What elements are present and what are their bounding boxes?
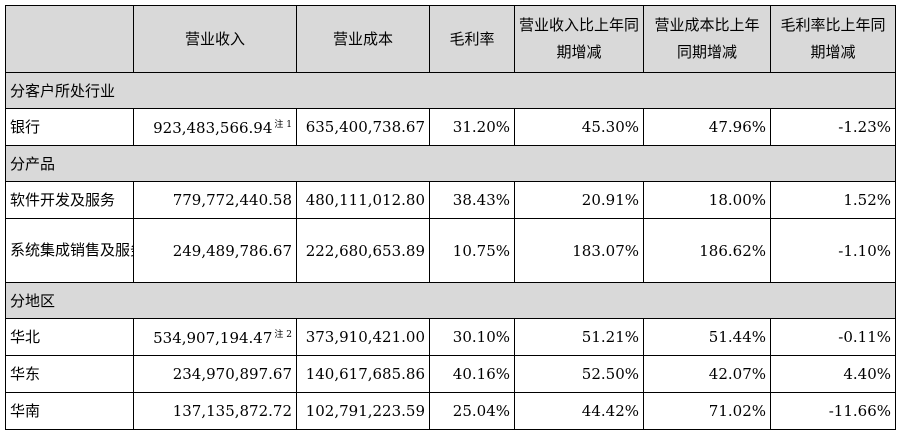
- table-row: 华东 234,970,897.67 140,617,685.86 40.16% …: [5, 355, 896, 393]
- section-title: 分产品: [5, 145, 896, 182]
- table-row: 华北 534,907,194.47 注 2 373,910,421.00 30.1…: [5, 318, 896, 356]
- revenue-cell: 779,772,440.58: [133, 181, 297, 219]
- cost-change-cell: 186.62%: [643, 218, 771, 283]
- margin-cell: 31.20%: [429, 108, 515, 146]
- cost-cell: 140,617,685.86: [296, 355, 430, 393]
- revenue-cell: 923,483,566.94 注 1: [133, 108, 297, 146]
- revenue-change-cell: 52.50%: [514, 355, 644, 393]
- revenue-change-cell: 20.91%: [514, 181, 644, 219]
- section-row-industry: 分客户所处行业: [5, 72, 896, 109]
- header-margin-change: 毛利率比上年同期增减: [770, 5, 896, 73]
- footnote-marker: 注 1: [274, 120, 292, 130]
- revenue-change-cell: 51.21%: [514, 318, 644, 356]
- header-cost-change: 营业成本比上年同期增减: [643, 5, 771, 73]
- cost-change-cell: 47.96%: [643, 108, 771, 146]
- cost-cell: 222,680,653.89: [296, 218, 430, 283]
- header-row: 营业收入 营业成本 毛利率 营业收入比上年同期增减 营业成本比上年同期增减 毛利…: [5, 5, 896, 73]
- margin-change-cell: -11.66%: [770, 392, 896, 430]
- row-label: 系统集成销售及服务: [5, 218, 134, 283]
- section-title: 分地区: [5, 282, 896, 319]
- table-row: 系统集成销售及服务 249,489,786.67 222,680,653.89 …: [5, 218, 896, 283]
- margin-cell: 25.04%: [429, 392, 515, 430]
- table-row: 银行 923,483,566.94 注 1 635,400,738.67 31.2…: [5, 108, 896, 146]
- margin-change-cell: 1.52%: [770, 181, 896, 219]
- cost-cell: 480,111,012.80: [296, 181, 430, 219]
- margin-change-cell: 4.40%: [770, 355, 896, 393]
- revenue-value: 923,483,566.94: [153, 119, 273, 137]
- table-row: 软件开发及服务 779,772,440.58 480,111,012.80 38…: [5, 181, 896, 219]
- footnote-marker: 注 2: [274, 330, 292, 340]
- row-label: 银行: [5, 108, 134, 146]
- revenue-cell: 249,489,786.67: [133, 218, 297, 283]
- cost-change-cell: 18.00%: [643, 181, 771, 219]
- row-label: 软件开发及服务: [5, 181, 134, 219]
- row-label: 华北: [5, 318, 134, 356]
- cost-cell: 635,400,738.67: [296, 108, 430, 146]
- revenue-change-cell: 183.07%: [514, 218, 644, 283]
- revenue-change-cell: 44.42%: [514, 392, 644, 430]
- margin-cell: 38.43%: [429, 181, 515, 219]
- cost-change-cell: 71.02%: [643, 392, 771, 430]
- revenue-cell: 137,135,872.72: [133, 392, 297, 430]
- cost-cell: 373,910,421.00: [296, 318, 430, 356]
- revenue-value: 534,907,194.47: [153, 329, 273, 347]
- revenue-cell: 234,970,897.67: [133, 355, 297, 393]
- row-label: 华南: [5, 392, 134, 430]
- margin-change-cell: -1.10%: [770, 218, 896, 283]
- financial-breakdown-table: 营业收入 营业成本 毛利率 营业收入比上年同期增减 营业成本比上年同期增减 毛利…: [5, 5, 896, 430]
- header-cost: 营业成本: [296, 5, 430, 73]
- cost-change-cell: 42.07%: [643, 355, 771, 393]
- margin-cell: 10.75%: [429, 218, 515, 283]
- section-row-region: 分地区: [5, 282, 896, 319]
- margin-cell: 40.16%: [429, 355, 515, 393]
- revenue-cell: 534,907,194.47 注 2: [133, 318, 297, 356]
- section-row-product: 分产品: [5, 145, 896, 182]
- table-row: 华南 137,135,872.72 102,791,223.59 25.04% …: [5, 392, 896, 430]
- header-revenue-change: 营业收入比上年同期增减: [514, 5, 644, 73]
- cost-change-cell: 51.44%: [643, 318, 771, 356]
- header-revenue: 营业收入: [133, 5, 297, 73]
- section-title: 分客户所处行业: [5, 72, 896, 109]
- cost-cell: 102,791,223.59: [296, 392, 430, 430]
- margin-change-cell: -0.11%: [770, 318, 896, 356]
- margin-cell: 30.10%: [429, 318, 515, 356]
- header-margin: 毛利率: [429, 5, 515, 73]
- margin-change-cell: -1.23%: [770, 108, 896, 146]
- revenue-change-cell: 45.30%: [514, 108, 644, 146]
- row-label: 华东: [5, 355, 134, 393]
- header-blank: [5, 5, 134, 73]
